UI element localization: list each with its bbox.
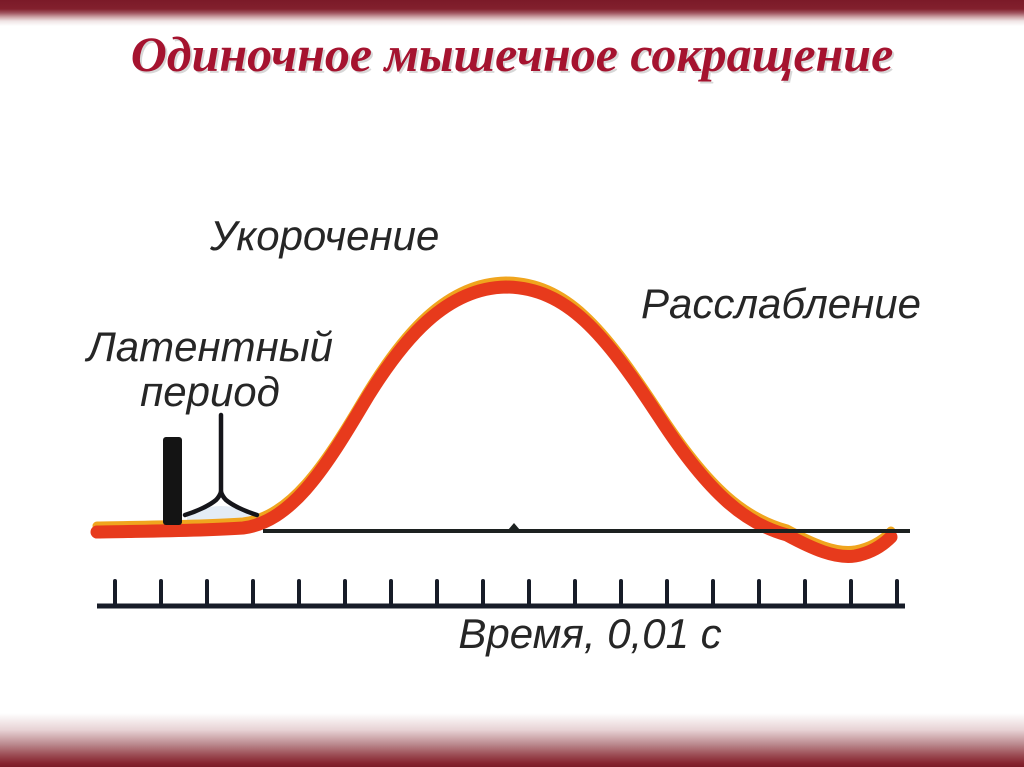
label-latent-period: Латентный период <box>78 324 342 415</box>
label-latent-line2: период <box>140 368 280 416</box>
latent-brace <box>182 484 260 518</box>
baseline-blip <box>508 523 520 530</box>
bottom-border <box>0 690 1024 767</box>
slide-title: Одиночное мышечное сокращение <box>130 26 894 82</box>
twitch-curve-red <box>90 280 898 564</box>
label-latent-line1: Латентный <box>87 323 333 370</box>
label-relaxation: Расслабление <box>641 280 921 327</box>
label-time-axis: Время, 0,01 с <box>458 610 722 657</box>
label-shortening: Укорочение <box>210 212 440 259</box>
top-border <box>0 0 1024 26</box>
ruler-ticks <box>113 579 899 606</box>
stimulus-artifact-bar <box>163 437 182 525</box>
